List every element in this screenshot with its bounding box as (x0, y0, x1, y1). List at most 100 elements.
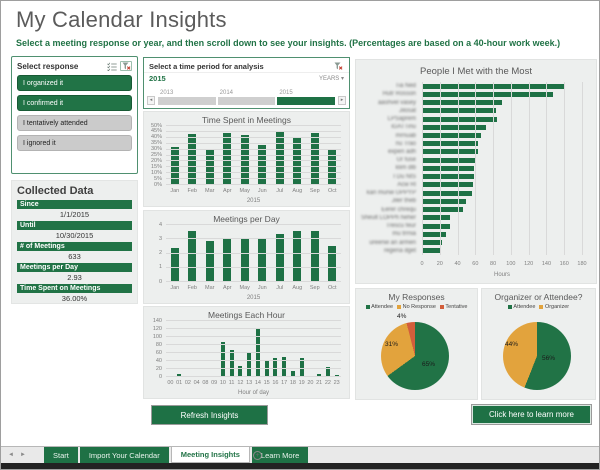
plot-area (166, 125, 341, 185)
x-tick: Jul (276, 285, 284, 291)
y-tick: 2 (158, 249, 162, 256)
timeline-period-dropdown[interactable]: YEARS ▾ (318, 76, 344, 82)
stat-label-meetings-per-day: Meetings per Day (17, 263, 132, 272)
bar-row (422, 140, 582, 148)
person-label: Acw Rl (397, 181, 416, 188)
timeline-clear-filter-icon[interactable] (332, 61, 344, 71)
next-sheet-icon[interactable]: ► (20, 452, 26, 458)
bar (223, 133, 232, 185)
page-subtitle: Select a meeting response or year, and t… (16, 38, 561, 48)
stat-label-since: Since (17, 200, 132, 209)
slicer-item-1[interactable]: I confirmed it (17, 95, 132, 111)
bar-row (422, 82, 582, 90)
timeline-selection-label: 2015 (149, 74, 166, 83)
slicer-item-0[interactable]: I organized it (17, 75, 132, 91)
bar (293, 230, 302, 282)
sheet-tab-0[interactable]: Start (44, 447, 78, 463)
x-axis-label: Hour of day (237, 390, 270, 396)
x-tick: 40 (454, 261, 461, 267)
bar (170, 247, 179, 282)
bar (310, 133, 319, 185)
x-tick: Apr (222, 188, 232, 194)
time-spent-chart: Time Spent in Meetings 0% 5% 10% 15% 20% 25% 3… (143, 111, 350, 207)
bar (325, 367, 330, 377)
add-sheet-icon[interactable]: + (253, 451, 262, 460)
gridline (475, 82, 477, 255)
timeline-year-2014[interactable]: 2014 (217, 90, 276, 105)
legend: Attendee Organizer (482, 304, 595, 310)
learn-more-button[interactable]: Click here to learn more (471, 404, 592, 425)
legend-swatch (439, 305, 444, 309)
stat-value-since: 1/1/2015 (59, 210, 90, 219)
x-tick: 11 (228, 380, 235, 386)
collected-data-title: Collected Data (17, 185, 94, 197)
y-tick: 10% (150, 169, 162, 176)
bar (422, 223, 450, 229)
gridline (493, 82, 495, 255)
x-tick: 12 (237, 380, 244, 386)
legend-item: Attendee (365, 304, 393, 310)
x-axis-label: Hours (493, 272, 510, 278)
bar-row (422, 247, 582, 255)
x-axis-label: 2015 (246, 198, 261, 204)
gridline (166, 172, 341, 174)
slicer-item-3[interactable]: I ignored it (17, 135, 132, 151)
stat-value-num-meetings: 633 (68, 252, 81, 261)
x-tick: Jan (170, 188, 180, 194)
x-tick: 01 (176, 380, 183, 386)
gridline (546, 82, 548, 255)
person-label: Hutr Rosson (382, 91, 416, 98)
prev-sheet-icon[interactable]: ◄ (8, 452, 14, 458)
person-label: ureerwi an armen (369, 239, 416, 246)
timeline-filter: Select a time period for analysis 2015 Y… (143, 57, 350, 109)
bar (177, 373, 182, 377)
x-tick: Apr (222, 285, 232, 291)
person-label: kan murwi UPPYP (366, 190, 416, 197)
x-tick: 22 (324, 380, 331, 386)
timeline-year-2013[interactable]: 2013 (158, 90, 216, 105)
bar (188, 230, 197, 282)
sheet-tab-3[interactable]: Learn More (251, 447, 309, 463)
x-tick: 100 (506, 261, 516, 267)
bar (247, 353, 252, 377)
person-label: Ur fuse (396, 157, 416, 164)
multi-select-icon[interactable] (106, 61, 118, 71)
x-tick: Jan (170, 285, 180, 291)
stat-value-until: 10/30/2015 (55, 231, 94, 240)
timeline-scroll-left-icon[interactable]: ◂ (147, 96, 155, 105)
x-tick: Aug (292, 188, 303, 194)
bar (422, 190, 472, 196)
y-tick: 140 (152, 317, 162, 324)
gridline (166, 178, 341, 180)
bar-row (422, 181, 582, 189)
chart-title: My Responses (388, 292, 445, 302)
refresh-insights-button[interactable]: Refresh Insights (151, 405, 268, 425)
timeline-scroll-right-icon[interactable]: ▸ (338, 96, 346, 105)
slicer-item-2[interactable]: I tentatively attended (17, 115, 132, 131)
bar (422, 108, 496, 114)
x-tick: 17 (281, 380, 288, 386)
clear-filter-icon[interactable] (120, 61, 132, 71)
chart-title: Meetings per Day (213, 214, 280, 224)
sheet-tab-1[interactable]: Import Your Calendar (79, 447, 169, 463)
bar-row (422, 98, 582, 106)
gridline (166, 336, 341, 337)
bar (422, 231, 446, 237)
x-tick: 120 (524, 261, 534, 267)
x-tick: 02 (184, 380, 191, 386)
bar (220, 341, 225, 377)
x-tick: Oct (327, 285, 337, 291)
x-tick: 15 (263, 380, 270, 386)
y-tick: 45% (150, 128, 162, 135)
bar (422, 116, 497, 122)
bar-row (422, 206, 582, 214)
y-tick: 40% (150, 134, 162, 141)
bar (310, 230, 319, 282)
timeline-year-2015[interactable]: 2015 (277, 90, 336, 105)
sheet-tab-2[interactable]: Meeting Insights (170, 447, 250, 463)
y-tick: 4 (158, 221, 162, 228)
x-tick: May (239, 285, 250, 291)
chart-title: People I Met with the Most (420, 66, 532, 77)
page-title: My Calendar Insights (16, 7, 227, 32)
gridline (166, 136, 341, 138)
